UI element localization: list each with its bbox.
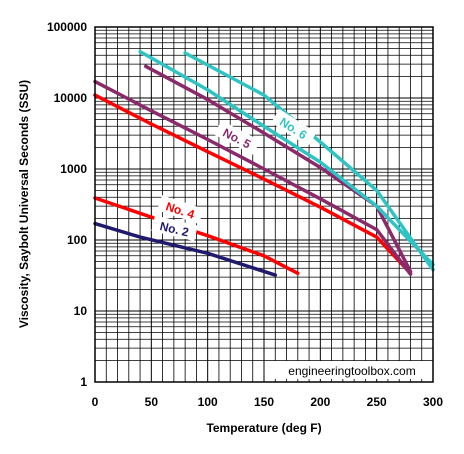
x-tick-label: 150 — [254, 395, 274, 409]
y-tick-label: 100 — [67, 233, 87, 247]
series-line-no-4 — [93, 196, 300, 276]
y-tick-label: 10000 — [54, 91, 88, 105]
series-label: No. 2 — [158, 219, 190, 240]
series-label-bg — [270, 109, 317, 147]
series-line-no-6 — [183, 51, 435, 272]
watermark-box — [274, 361, 430, 379]
series-layer — [93, 49, 435, 277]
y-tick-label: 100000 — [47, 20, 87, 34]
series-labels: No. 2No. 4No. 5 No. 6 — [151, 109, 317, 242]
x-tick-label: 200 — [310, 395, 330, 409]
x-axis-title: Temperature (deg F) — [206, 421, 321, 435]
grid — [95, 27, 433, 382]
x-tick-label: 0 — [92, 395, 99, 409]
y-tick-label: 1000 — [60, 162, 87, 176]
plot-border — [94, 26, 434, 383]
series-label-group: No. 2 — [151, 215, 198, 242]
series-line-no-5 — [143, 64, 413, 274]
series-line-no-6 — [138, 49, 435, 267]
x-tick-label: 300 — [423, 395, 443, 409]
series-label-bg — [157, 195, 204, 225]
series-line-no-4 — [93, 93, 413, 276]
x-tick-label: 100 — [198, 395, 218, 409]
series-label-bg — [214, 120, 261, 155]
y-tick-label: 1 — [80, 375, 87, 389]
x-tick-label: 50 — [145, 395, 159, 409]
watermark: engineeringtoolbox.com — [288, 364, 415, 378]
y-axis-title: Viscosity, Saybolt Universal Seconds (SS… — [17, 80, 31, 328]
y-tick-label: 10 — [74, 304, 88, 318]
x-tick-label: 250 — [367, 395, 387, 409]
series-line-no-2 — [93, 221, 278, 277]
axis-ticks: 0 50 100 150 200 250 300 1 10 100 1000 10000 100000 — [47, 20, 443, 409]
series-label-bg — [151, 215, 198, 242]
series-line-no-5 — [93, 79, 413, 276]
